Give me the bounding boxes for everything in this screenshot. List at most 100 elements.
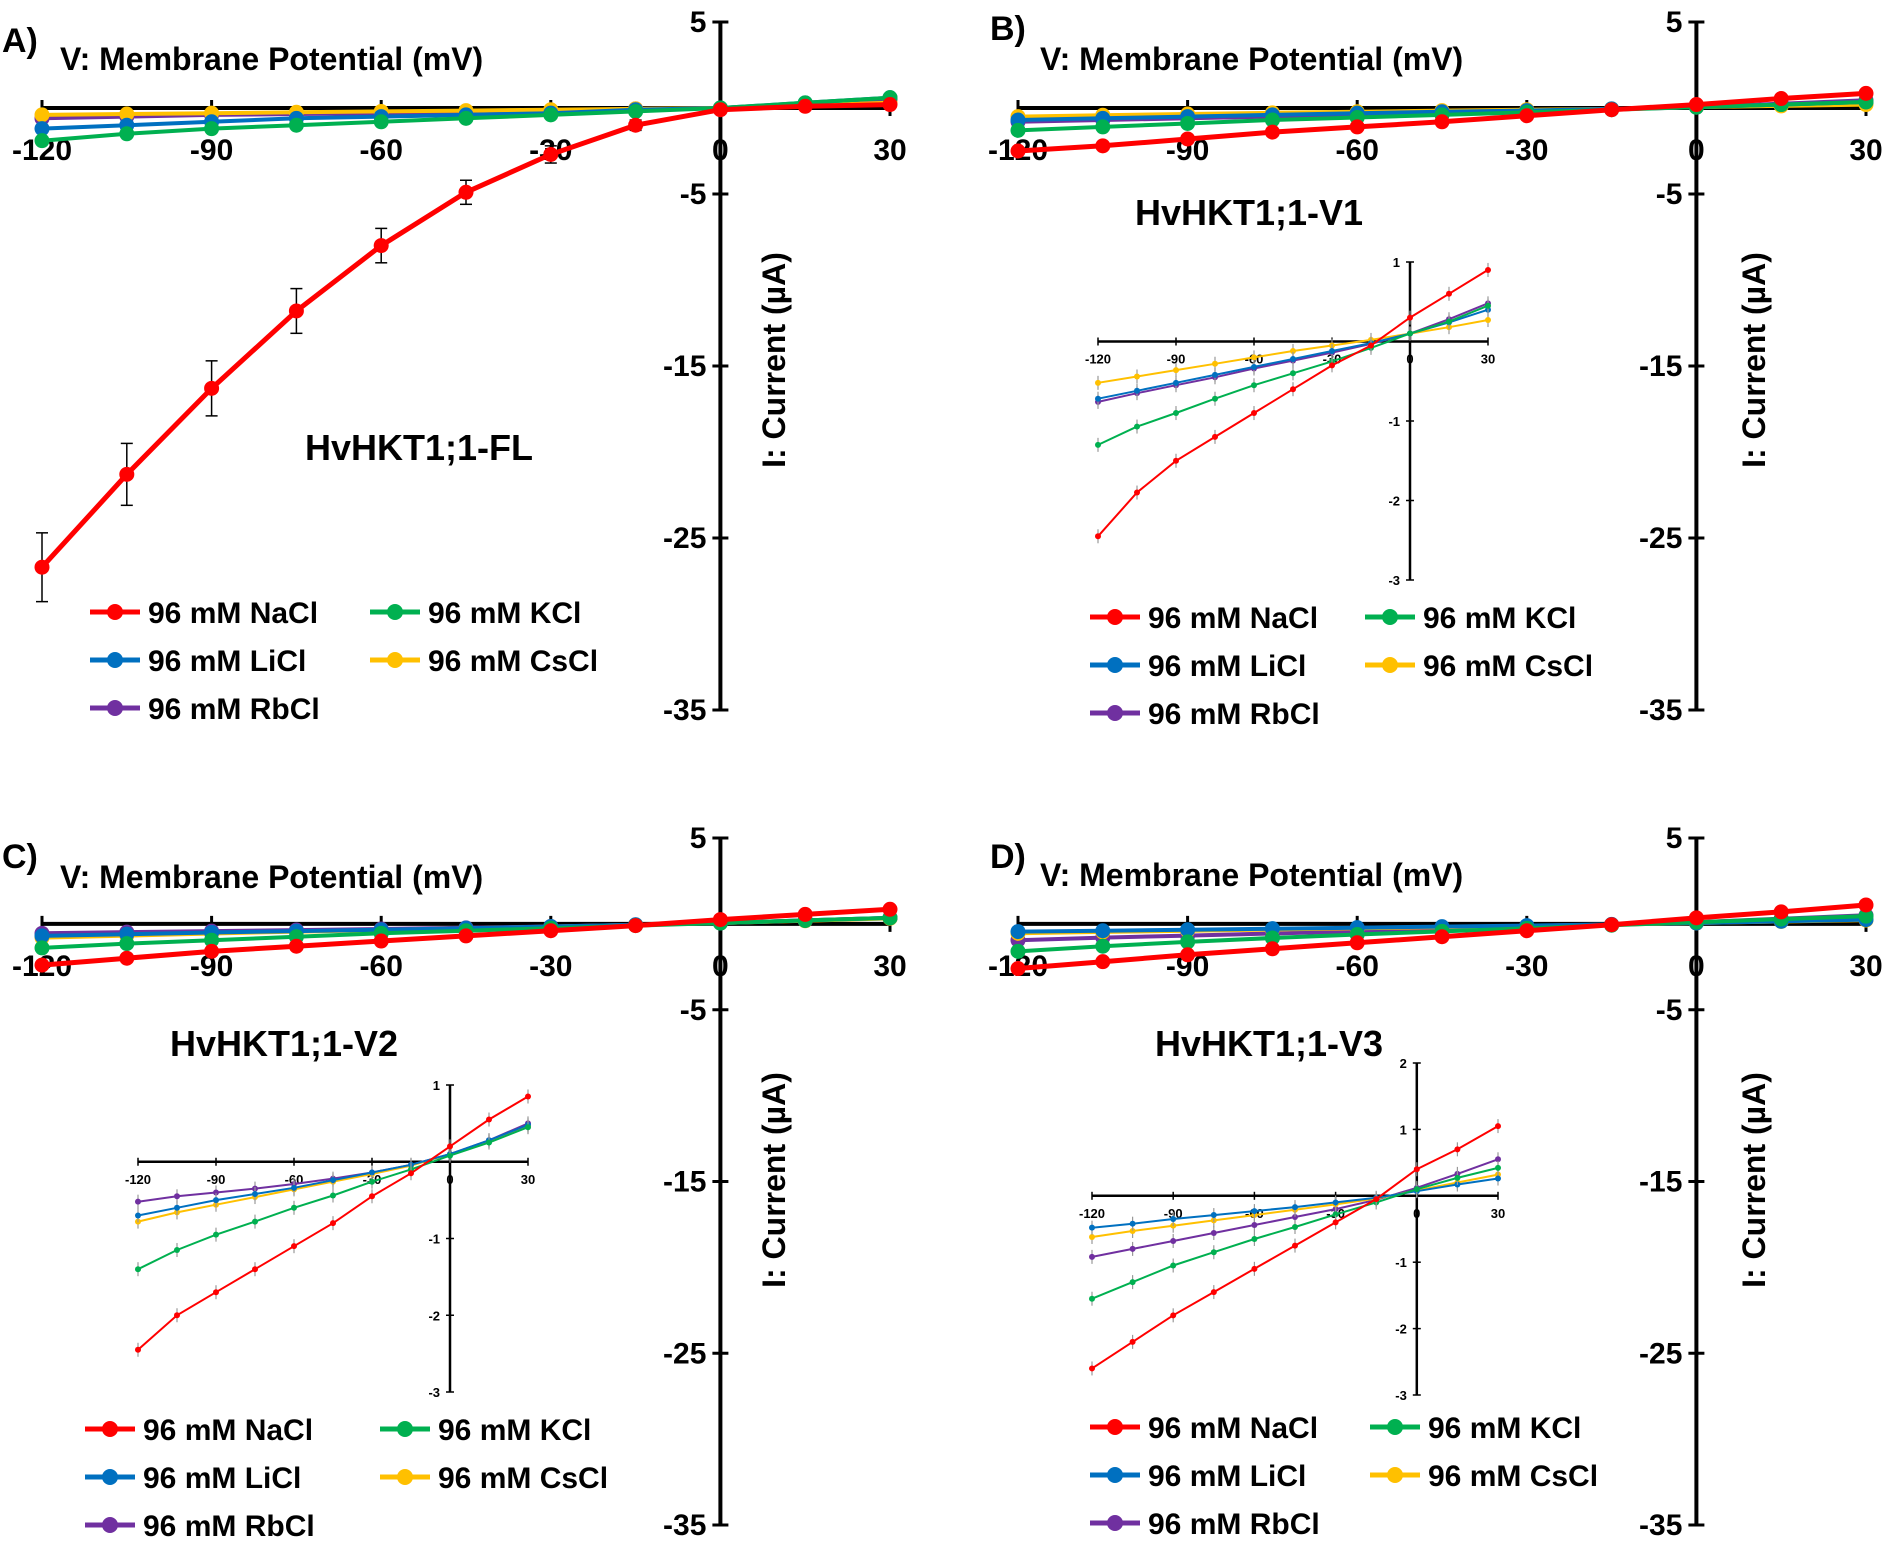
- inset-data-point: [1134, 489, 1140, 496]
- legend-swatch-marker: [1107, 1467, 1123, 1483]
- data-point: [1858, 908, 1874, 924]
- inset-x-tick-label: 30: [521, 1172, 535, 1187]
- y-tick-label: 5: [690, 822, 707, 855]
- data-point: [119, 950, 135, 966]
- data-point: [1604, 102, 1620, 118]
- data-point: [1773, 91, 1789, 107]
- legend-entry: 96 mM KCl: [438, 1414, 591, 1447]
- inset-data-point: [1089, 1233, 1095, 1240]
- legend-swatch-marker: [1107, 657, 1123, 673]
- data-point: [1095, 954, 1111, 970]
- data-point: [1434, 929, 1450, 945]
- inset-data-point: [525, 1093, 531, 1100]
- data-point: [1095, 138, 1111, 154]
- inset-x-tick-label: 0: [1413, 1206, 1420, 1221]
- inset-data-point: [1170, 1237, 1177, 1244]
- inset-data-point: [174, 1193, 180, 1200]
- inset-data-point: [1170, 1216, 1177, 1223]
- legend-swatch-marker: [1387, 1467, 1403, 1483]
- data-point: [1010, 924, 1026, 940]
- inset-data-point: [1210, 1212, 1217, 1219]
- y-axis-label: I: Current (µA): [1736, 1072, 1772, 1288]
- inset-x-tick-label: 30: [1491, 1206, 1505, 1221]
- data-point: [628, 117, 644, 133]
- x-axis-label: V: Membrane Potential (mV): [1040, 857, 1463, 893]
- y-tick-label: 5: [690, 6, 707, 39]
- y-tick-label: -15: [1639, 1166, 1682, 1199]
- data-point: [882, 901, 898, 917]
- data-point: [628, 103, 644, 119]
- inset-data-point: [1212, 433, 1218, 440]
- y-tick-label: -15: [1639, 350, 1682, 383]
- inset-data-point: [1251, 363, 1257, 370]
- inset-data-point: [369, 1193, 375, 1200]
- data-point: [1180, 115, 1196, 131]
- inset-data-point: [447, 1152, 453, 1159]
- data-point: [119, 106, 135, 122]
- inset-data-point: [1173, 367, 1179, 374]
- legend-entry: 96 mM RbCl: [1148, 698, 1320, 731]
- inset-data-point: [1446, 290, 1452, 297]
- y-tick-label: -25: [663, 522, 706, 555]
- inset-chart: -120-90-60-300301-1-2-3: [125, 1078, 535, 1400]
- inset-data-point: [1329, 348, 1335, 355]
- data-point: [797, 906, 813, 922]
- inset-data-point: [1332, 1211, 1339, 1218]
- inset-data-point: [1212, 395, 1218, 402]
- legend-swatch-marker: [397, 1469, 413, 1485]
- inset-x-tick-label: 0: [1406, 352, 1413, 367]
- legend-entry: 96 mM NaCl: [1148, 1412, 1318, 1445]
- legend-entry: 96 mM NaCl: [148, 597, 318, 630]
- y-tick-label: -5: [1656, 178, 1683, 211]
- legend-swatch-marker: [107, 652, 123, 668]
- data-point: [1264, 112, 1280, 128]
- inset-data-point: [1251, 1235, 1258, 1242]
- inset-data-point: [1134, 387, 1140, 394]
- panel-title: HvHKT1;1-V3: [1155, 1023, 1383, 1064]
- data-point: [1010, 122, 1026, 138]
- inset-x-tick-label: 0: [446, 1172, 453, 1187]
- inset-data-point: [213, 1289, 219, 1296]
- inset-data-point: [486, 1116, 492, 1123]
- legend-entry: 96 mM LiCl: [1148, 1460, 1306, 1493]
- data-point: [34, 940, 50, 956]
- legend-swatch-marker: [387, 652, 403, 668]
- data-point: [458, 928, 474, 944]
- x-tick-label: -90: [190, 134, 233, 167]
- x-tick-label: 30: [1849, 134, 1882, 167]
- inset-y-tick-label: 1: [433, 1078, 440, 1093]
- legend-swatch-marker: [387, 604, 403, 620]
- data-point: [204, 380, 220, 396]
- data-point: [1858, 85, 1874, 101]
- inset-y-tick-label: -2: [1395, 1322, 1407, 1337]
- inset-data-point: [369, 1169, 375, 1176]
- inset-data-point: [1251, 1265, 1258, 1272]
- data-point: [1349, 935, 1365, 951]
- inset-data-point: [330, 1177, 336, 1184]
- inset-data-point: [1329, 362, 1335, 369]
- data-point: [1095, 119, 1111, 135]
- inset-data-point: [1485, 302, 1491, 309]
- inset-data-point: [1413, 1186, 1420, 1193]
- inset-data-point: [330, 1220, 336, 1227]
- inset-data-point: [291, 1184, 297, 1191]
- data-point: [628, 918, 644, 934]
- legend-swatch-marker: [107, 700, 123, 716]
- data-point: [34, 133, 50, 149]
- data-point: [34, 559, 50, 575]
- x-tick-label: -60: [1336, 950, 1379, 983]
- legend-swatch-marker: [102, 1469, 118, 1485]
- data-point: [1010, 143, 1026, 159]
- legend-swatch-marker: [1382, 657, 1398, 673]
- legend-entry: 96 mM LiCl: [143, 1462, 301, 1495]
- data-point: [34, 957, 50, 973]
- x-tick-label: -60: [360, 134, 403, 167]
- x-tick-label: 30: [1849, 950, 1882, 983]
- data-point: [1010, 943, 1026, 959]
- data-point: [543, 923, 559, 939]
- inset-data-point: [1332, 1199, 1339, 1206]
- legend-entry: 96 mM KCl: [1423, 602, 1576, 635]
- inset-data-point: [1251, 1208, 1258, 1215]
